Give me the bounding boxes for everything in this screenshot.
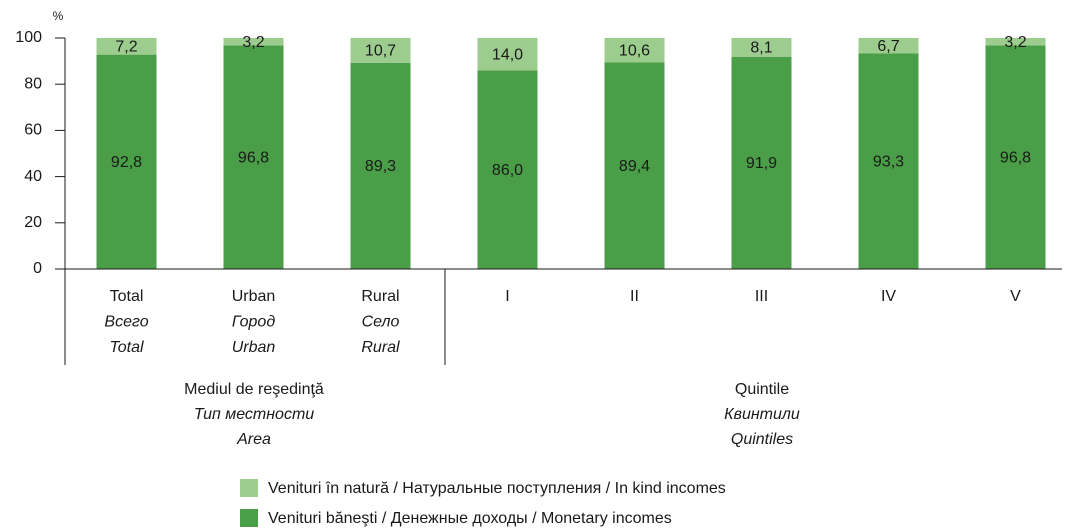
bar-segment: [223, 45, 284, 269]
x-tick-label: Urban: [232, 288, 276, 305]
bar-segment: [731, 38, 792, 57]
value-label: 6,7: [877, 38, 899, 55]
value-label: 91,9: [746, 155, 777, 172]
x-tick-label: IV: [881, 288, 896, 305]
bar-segment: [350, 62, 411, 270]
x-tick-label: V: [1010, 288, 1021, 305]
value-label: 89,4: [619, 158, 650, 175]
legend-swatch: [240, 509, 258, 527]
bar-segment: [96, 38, 157, 55]
bar-segment: [477, 70, 538, 269]
value-label: 96,8: [238, 149, 269, 166]
bar-segment: [858, 53, 919, 269]
x-tick-label: Urban: [232, 339, 276, 356]
y-tick-label: 100: [15, 29, 42, 46]
x-tick-label: Rural: [361, 288, 399, 305]
value-label: 3,2: [1004, 34, 1026, 51]
bar-segment: [604, 38, 665, 63]
group-label: Квинтили: [724, 406, 800, 423]
value-label: 93,3: [873, 153, 904, 170]
value-label: 10,7: [365, 43, 396, 60]
x-tick-label: III: [755, 288, 768, 305]
bar-segment: [350, 38, 411, 63]
bar-segment: [477, 38, 538, 71]
bar-segment: [858, 38, 919, 54]
value-label: 86,0: [492, 162, 523, 179]
x-tick-label: Всего: [104, 314, 148, 331]
x-tick-label: I: [505, 288, 509, 305]
bar-segment: [96, 54, 157, 269]
x-tick-label: Total: [110, 288, 144, 305]
bar-segment: [604, 62, 665, 270]
value-label: 96,8: [1000, 149, 1031, 166]
value-label: 89,3: [365, 158, 396, 175]
group-label: Quintiles: [731, 431, 793, 448]
bar-segment: [985, 45, 1046, 269]
value-label: 92,8: [111, 154, 142, 171]
y-tick-label: 60: [24, 122, 42, 139]
x-tick-label: II: [630, 288, 639, 305]
group-label: Quintile: [735, 381, 789, 398]
bar-segment: [985, 38, 1046, 46]
value-label: 8,1: [750, 40, 772, 57]
legend-label: Venituri băneşti / Денежные доходы / Mon…: [268, 510, 672, 527]
group-label: Mediul de reşedinţă: [184, 381, 324, 398]
y-tick-label: 0: [33, 260, 42, 277]
x-tick-label: Total: [109, 339, 144, 356]
x-tick-label: Город: [232, 314, 276, 331]
value-label: 7,2: [115, 39, 137, 56]
group-label: Area: [236, 431, 271, 448]
y-tick-label: 80: [24, 75, 42, 92]
group-label: Тип местности: [194, 406, 314, 423]
legend-label: Venituri în natură / Натуральные поступл…: [268, 480, 726, 497]
x-tick-label: Rural: [361, 339, 400, 356]
legend-swatch: [240, 479, 258, 497]
value-label: 14,0: [492, 46, 523, 63]
x-tick-label: Село: [362, 314, 400, 331]
bar-segment: [731, 56, 792, 269]
value-label: 10,6: [619, 42, 650, 59]
y-tick-label: 20: [24, 214, 42, 231]
y-tick-label: 40: [24, 168, 42, 185]
bar-segment: [223, 38, 284, 46]
y-unit: %: [53, 9, 64, 23]
value-label: 3,2: [242, 34, 264, 51]
